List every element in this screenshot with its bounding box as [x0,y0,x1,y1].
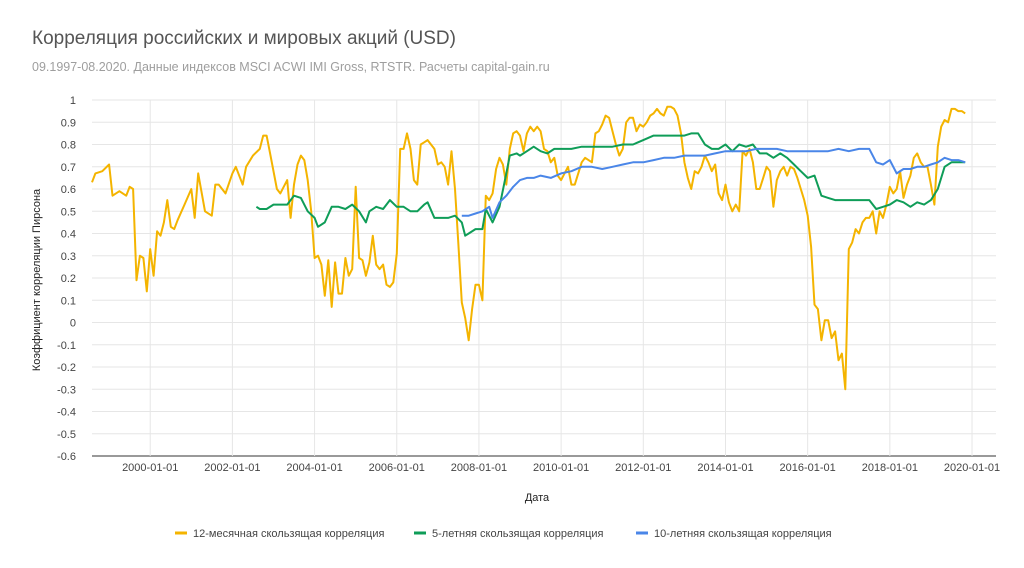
y-tick-label: -0.3 [57,384,76,396]
y-tick-label: -0.2 [57,362,76,374]
y-tick-label: 0 [70,318,76,330]
y-tick-label: 0.3 [61,251,76,263]
x-tick-label: 2006-01-01 [369,462,425,474]
y-tick-label: 0.1 [61,295,76,307]
series-line [461,147,966,219]
y-tick-label: 0.4 [61,229,76,241]
x-axis-title: Дата [525,492,550,504]
series-line [255,132,966,237]
chart-subtitle: 09.1997-08.2020. Данные индексов MSCI AC… [32,60,550,74]
x-tick-label: 2016-01-01 [780,462,836,474]
y-tick-label: -0.5 [57,429,76,441]
x-tick-label: 2002-01-01 [204,462,260,474]
legend-label: 12-месячная скользящая корреляция [193,528,384,540]
x-tick-label: 2008-01-01 [451,462,507,474]
series-layer [91,105,966,391]
x-tick-label: 2018-01-01 [862,462,918,474]
chart-title: Корреляция российских и мировых акций (U… [32,28,456,49]
x-tick-label: 2004-01-01 [286,462,342,474]
grid-layer [92,99,996,457]
y-tick-label: -0.6 [57,451,76,463]
x-tick-label: 2012-01-01 [615,462,671,474]
x-tick-label: 2020-01-01 [944,462,1000,474]
y-tick-label: 0.6 [61,184,76,196]
x-tick-label: 2010-01-01 [533,462,589,474]
y-axis-title: Коэффициент корреляции Пирсона [31,188,43,371]
y-tick-label: -0.4 [57,407,76,419]
y-tick-label: 0.5 [61,206,76,218]
legend-label: 10-летняя скользящая корреляция [654,528,832,540]
x-tick-label: 2014-01-01 [697,462,753,474]
series-1 [91,105,966,391]
x-tick-label: 2000-01-01 [122,462,178,474]
y-tick-label: 1 [70,95,76,107]
legend: 12-месячная скользящая корреляция 5-летня… [175,528,832,540]
y-tick-label: -0.1 [57,340,76,352]
series-2 [255,132,966,237]
y-tick-label: 0.2 [61,273,76,285]
y-tick-label: 0.7 [61,162,76,174]
series-3 [461,147,966,219]
series-line [91,105,966,391]
y-tick-label: 0.9 [61,117,76,129]
legend-label: 5-летняя скользящая корреляция [432,528,604,540]
axis-layer: 1 0.9 0.8 0.7 0.6 0.5 0.4 0.3 0.2 0.1 0 -0.1 -0.2 -0.… [57,95,1000,474]
y-tick-label: 0.8 [61,140,76,152]
